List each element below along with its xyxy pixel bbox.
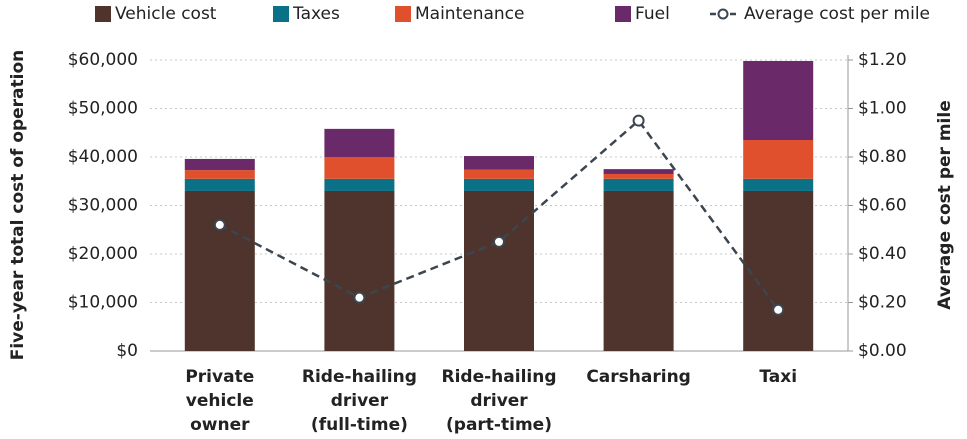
y2-tick-label: $0.00 (858, 341, 907, 361)
bar-segment (743, 60, 814, 141)
bar-segment (464, 156, 534, 170)
bar-segment (464, 190, 534, 351)
line-marker (213, 218, 226, 231)
bar-segment (603, 178, 674, 191)
x-tick-label: (full-time) (311, 415, 408, 435)
y-tick-label: $40,000 (68, 147, 138, 167)
line-marker (772, 303, 785, 316)
y2-tick-label: $0.40 (858, 244, 907, 264)
legend-label: Vehicle cost (115, 4, 217, 24)
bar-segment (184, 178, 255, 191)
bar-segment (324, 128, 395, 157)
bar-segment (324, 190, 395, 351)
x-tick-label: Ride-hailing (442, 367, 557, 387)
line-marker (632, 114, 645, 127)
bar-segment (184, 190, 255, 351)
legend-label: Fuel (635, 4, 670, 24)
bar-segment (184, 170, 255, 179)
y2-tick-label: $0.20 (858, 293, 907, 313)
legend-label: Taxes (292, 4, 340, 24)
x-tick-label: Private (185, 367, 254, 387)
x-tick-label: Taxi (759, 367, 797, 387)
bar-segment (743, 178, 814, 191)
y2-tick-label: $0.80 (858, 147, 907, 167)
legend-marker (717, 8, 729, 20)
line-marker (493, 235, 505, 248)
line-marker (353, 291, 366, 304)
y-tick-label: $60,000 (68, 50, 138, 70)
y2-axis-label: Average cost per mile (935, 100, 955, 309)
y2-tick-label: $1.20 (858, 50, 907, 70)
bar-segment (603, 190, 674, 351)
bar-segment (603, 173, 674, 179)
bar-segment (184, 158, 255, 171)
bar-segment (603, 169, 674, 174)
bar-segment (464, 178, 534, 191)
legend-swatch (615, 6, 631, 22)
y-tick-label: $30,000 (68, 196, 138, 216)
x-tick-label: owner (190, 415, 250, 435)
legend-label: Average cost per mile (744, 4, 930, 24)
x-tick-label: Ride-hailing (302, 367, 417, 387)
x-tick-label: Carsharing (586, 367, 691, 387)
line (219, 118, 780, 311)
bar-segment (324, 157, 395, 179)
y-axis-label: Five-year total cost of operation (8, 50, 28, 361)
legend-label: Maintenance (415, 4, 524, 24)
y2-tick-label: $1.00 (858, 99, 907, 119)
y-tick-label: $0 (116, 341, 138, 361)
y-tick-label: $50,000 (68, 99, 138, 119)
x-tick-label: vehicle (186, 391, 254, 411)
y-tick-label: $20,000 (68, 244, 138, 264)
y2-tick-label: $0.60 (858, 196, 907, 216)
bar-segment (464, 169, 534, 179)
bar-segment (324, 178, 395, 191)
bar-segment (743, 140, 814, 179)
x-tick-label: driver (331, 391, 389, 411)
legend-swatch (395, 6, 411, 22)
bar-segment (743, 190, 814, 351)
x-tick-label: (part-time) (446, 415, 552, 435)
legend-swatch (95, 6, 111, 22)
x-tick-label: driver (470, 391, 528, 411)
y-tick-label: $10,000 (68, 293, 138, 313)
legend-swatch (273, 6, 289, 22)
